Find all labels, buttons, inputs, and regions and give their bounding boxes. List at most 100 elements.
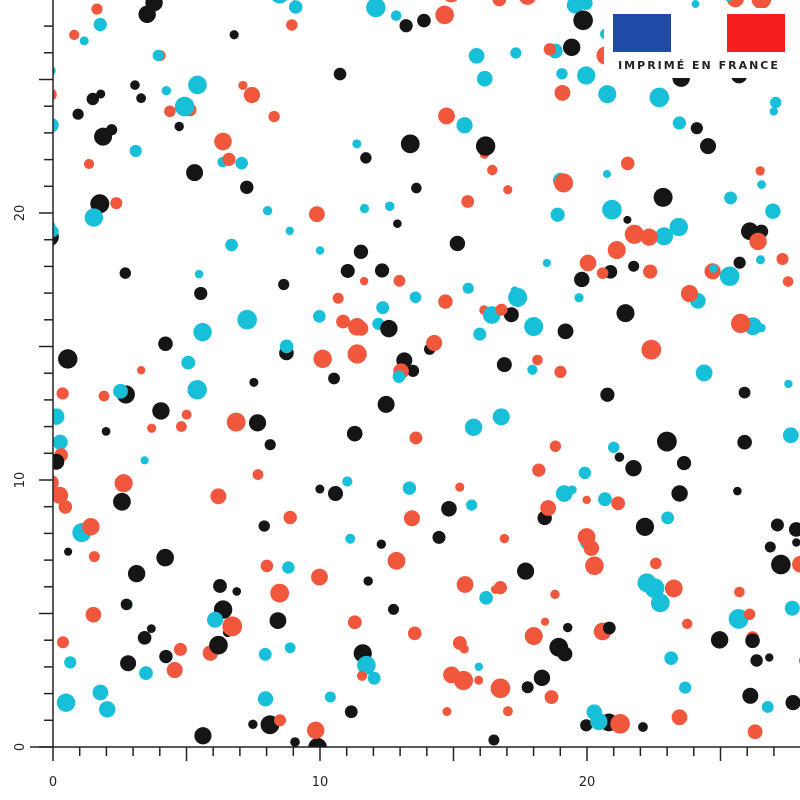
dot (262, 205, 273, 216)
dot (409, 291, 422, 304)
dot (270, 583, 290, 603)
dot (750, 654, 763, 667)
dot (359, 203, 370, 214)
dot (466, 499, 478, 511)
dot (129, 144, 142, 158)
dot (159, 649, 173, 664)
dot (643, 264, 658, 279)
dot (503, 185, 513, 195)
dot (671, 485, 688, 502)
dot (366, 0, 386, 18)
dot (376, 539, 387, 549)
dot (669, 217, 688, 237)
dot (734, 586, 745, 598)
dot (101, 427, 111, 436)
dot (353, 244, 369, 260)
dot (226, 412, 246, 432)
dot (475, 136, 496, 156)
flag-blue (613, 14, 671, 52)
dot (578, 466, 592, 480)
dot (508, 287, 528, 307)
dot (146, 624, 156, 634)
dot (93, 17, 107, 32)
dot (691, 0, 700, 9)
dot (524, 317, 544, 337)
dot (661, 511, 675, 525)
dot (363, 576, 373, 586)
dot (181, 355, 196, 370)
dot (554, 365, 567, 378)
dot (260, 559, 274, 573)
dot (353, 321, 369, 336)
dot (120, 598, 133, 611)
dot (53, 225, 59, 238)
dot (540, 617, 550, 626)
dot (53, 434, 68, 450)
dot (737, 434, 752, 450)
dot (625, 459, 642, 477)
dot (453, 670, 474, 691)
dot (288, 0, 303, 14)
dot (110, 197, 123, 210)
dot (540, 500, 557, 516)
ruler: 0 10 20 0 10 20 (13, 0, 800, 790)
dot (776, 253, 789, 266)
dot (442, 707, 452, 717)
flag-white (671, 14, 727, 52)
dot (384, 201, 395, 212)
dot (770, 518, 784, 532)
dot (438, 107, 455, 125)
dot (58, 500, 73, 514)
dot (308, 737, 327, 747)
dot (456, 117, 473, 134)
dot (728, 609, 749, 629)
dot (761, 701, 774, 713)
dot (490, 678, 511, 699)
dot (161, 86, 172, 96)
dot (499, 533, 510, 544)
dot (238, 80, 248, 91)
dot (194, 286, 208, 301)
dot (543, 43, 556, 56)
dot (456, 576, 474, 593)
dot (139, 666, 153, 681)
dot (602, 621, 616, 635)
dot (313, 310, 326, 323)
dot (328, 372, 340, 385)
dot (608, 441, 620, 454)
dot (258, 520, 270, 532)
dot (152, 49, 164, 62)
dot (690, 122, 703, 135)
dot (92, 684, 109, 701)
dot (695, 364, 713, 382)
dot (476, 70, 493, 87)
dot (502, 706, 513, 717)
dot (557, 323, 574, 340)
dot (360, 152, 372, 164)
dot (248, 719, 258, 730)
badge: IMPRIMÉ EN FRANCE (604, 8, 794, 78)
dot (455, 482, 465, 492)
dot (53, 475, 59, 491)
dot (487, 164, 498, 176)
dot (445, 0, 458, 3)
dot (69, 29, 80, 40)
dot (579, 254, 597, 272)
dot (784, 379, 793, 389)
dot (359, 276, 369, 286)
dot (532, 463, 546, 477)
dot (765, 203, 781, 219)
dot (173, 642, 187, 656)
dot (84, 208, 104, 227)
dot (210, 488, 227, 505)
dot (402, 481, 417, 495)
dot (738, 386, 751, 399)
dot (610, 714, 630, 734)
dot (390, 10, 402, 21)
dot (393, 274, 406, 287)
dot (56, 693, 76, 712)
dot (607, 241, 626, 260)
dot (542, 258, 551, 268)
dot (649, 557, 662, 570)
dot (449, 235, 466, 252)
